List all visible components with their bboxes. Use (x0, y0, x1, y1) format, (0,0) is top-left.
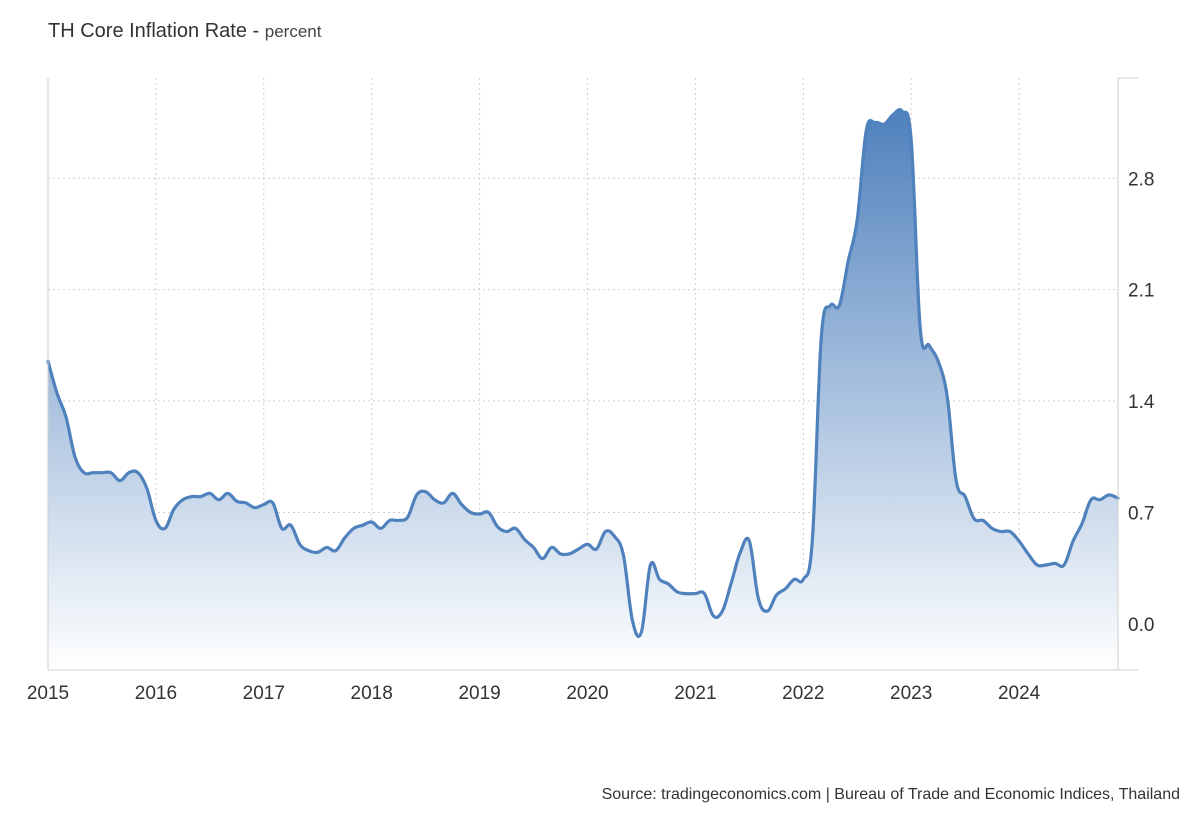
x-tick-label: 2018 (351, 683, 393, 704)
x-tick-label: 2016 (135, 683, 177, 704)
axes (47, 77, 1138, 671)
chart-title-text: TH Core Inflation Rate (48, 20, 247, 42)
y-tick-label: 2.8 (1128, 169, 1154, 190)
x-tick-label: 2023 (890, 683, 932, 704)
y-tick-label: 0.0 (1128, 615, 1154, 636)
y-tick-label: 2.1 (1128, 281, 1154, 302)
chart-title: TH Core Inflation Rate - percent (48, 20, 322, 42)
x-tick-label: 2021 (674, 683, 716, 704)
y-axis-ticks: 0.0 0.7 1.4 2.1 2.8 (1128, 169, 1155, 636)
y-tick-label: 1.4 (1128, 392, 1155, 413)
series-line (46, 108, 1120, 638)
series-area (48, 109, 1118, 670)
chart-unit: percent (264, 22, 322, 41)
source-note: Source: tradingeconomics.com | Bureau of… (601, 786, 1180, 803)
x-tick-label: 2015 (27, 683, 69, 704)
x-tick-label: 2024 (998, 683, 1041, 704)
x-axis-ticks: 2015 2016 2017 2018 2019 2020 2021 2022 2023 2024 (27, 683, 1041, 704)
chart: 0.0 0.7 1.4 2.1 2.8 2015 2016 2017 2018 2019 2020… (27, 77, 1155, 704)
x-tick-label: 2020 (566, 683, 608, 704)
x-tick-label: 2022 (782, 683, 824, 704)
y-tick-label: 0.7 (1128, 503, 1154, 524)
x-tick-label: 2017 (243, 683, 285, 704)
x-tick-label: 2019 (458, 683, 500, 704)
